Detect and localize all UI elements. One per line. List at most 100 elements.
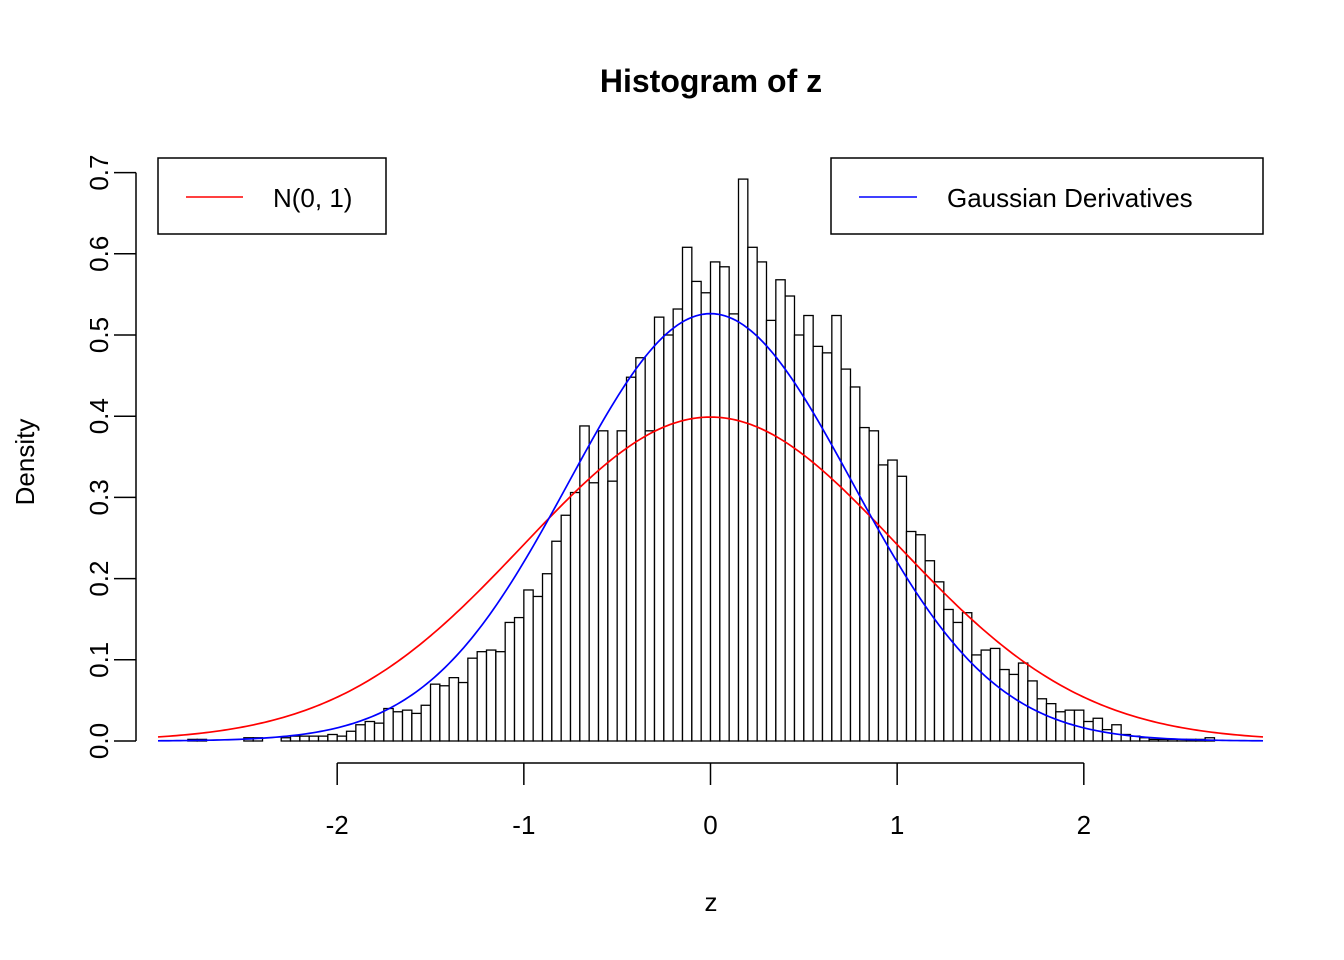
y-tick-label: 0.7 (84, 155, 114, 191)
histogram-bar (737, 178, 749, 742)
histogram-bar (607, 480, 618, 742)
chart-title: Histogram of z (600, 63, 822, 99)
histogram-bar (373, 722, 385, 742)
histogram-bar (439, 685, 450, 742)
histogram-bar (1045, 703, 1057, 742)
histogram-bar (831, 314, 842, 742)
histogram-bar (569, 491, 581, 742)
histogram-bar (821, 352, 833, 742)
histogram-bar (709, 261, 721, 742)
histogram-bar (952, 621, 964, 742)
histogram-bar (1055, 711, 1066, 742)
x-tick-label: 0 (703, 810, 717, 840)
histogram-bar (989, 647, 1001, 742)
histogram-bar (784, 295, 796, 742)
histogram-bar (336, 735, 348, 742)
histogram-bar (896, 475, 908, 742)
histogram-bar (280, 737, 292, 742)
histogram-bar (588, 482, 600, 742)
histogram-bar (691, 280, 702, 742)
histogram-bar (700, 292, 712, 742)
y-tick-label: 0.4 (84, 398, 114, 434)
histogram-bar (364, 720, 376, 742)
histogram-bar (803, 314, 814, 742)
histogram-bar (887, 459, 898, 742)
y-axis: 0.0 0.1 0.2 0.3 0.4 0.5 0.6 0.7 (84, 155, 137, 759)
histogram-bar (728, 313, 740, 742)
legend-right-label: Gaussian Derivatives (947, 183, 1193, 213)
histogram-bar (597, 430, 609, 742)
histogram-bar (541, 573, 553, 742)
histogram-bar (812, 345, 824, 742)
histogram-bar (625, 376, 637, 742)
histogram-bar (392, 711, 404, 742)
histogram-bar (756, 261, 768, 742)
histogram-bars (187, 178, 1216, 742)
histogram-bar (672, 308, 684, 742)
histogram-bar (523, 589, 534, 742)
histogram-bar (485, 649, 497, 742)
histogram-bar (1157, 738, 1169, 742)
histogram-bar (747, 246, 758, 742)
x-tick-label: -2 (326, 810, 349, 840)
density-curves (157, 312, 1264, 742)
histogram-bar (429, 683, 441, 742)
y-tick-label: 0.0 (84, 723, 114, 759)
histogram-bar (411, 712, 422, 742)
histogram-bar (355, 724, 366, 742)
legend-left: N(0, 1) (157, 157, 387, 235)
histogram-bar (775, 279, 786, 742)
y-tick-label: 0.2 (84, 561, 114, 597)
histogram-bar (317, 735, 329, 742)
legend-right: Gaussian Derivatives (830, 157, 1264, 235)
histogram-bar (840, 368, 852, 742)
histogram-bar (999, 668, 1010, 742)
histogram-bar (653, 316, 665, 742)
x-axis-label: z (705, 887, 718, 917)
legend-left-label: N(0, 1) (273, 183, 352, 213)
histogram-bar (980, 649, 992, 742)
histogram-bar (719, 266, 730, 742)
histogram-bar (532, 595, 544, 742)
y-tick-label: 0.6 (84, 236, 114, 272)
histogram-bar (551, 540, 562, 742)
y-tick-label: 0.3 (84, 479, 114, 515)
histogram-bar (457, 681, 469, 742)
histogram-bar (401, 709, 413, 742)
histogram-bar (289, 735, 301, 742)
histogram-bar (765, 319, 777, 742)
density-curve-normal-0-758 (157, 312, 1264, 742)
histogram-bar (448, 677, 460, 742)
histogram-bar (467, 657, 478, 742)
histogram-bar (849, 386, 861, 742)
histogram-bar (476, 651, 488, 742)
legend-right-box (830, 157, 1264, 235)
legend-left-box (157, 157, 387, 235)
histogram-bar (299, 735, 310, 742)
histogram-bar (924, 560, 936, 742)
histogram-bar (345, 730, 357, 742)
histogram-bar (868, 430, 880, 742)
histogram-bar (560, 514, 572, 742)
histogram-bar (495, 651, 506, 742)
histogram-bar (383, 707, 394, 742)
histogram-bar (943, 608, 954, 742)
y-axis-label: Density (10, 419, 40, 506)
histogram-bar (1036, 698, 1048, 742)
histogram-bar (579, 425, 590, 742)
histogram-bar (859, 426, 870, 742)
x-tick-label: -1 (512, 810, 535, 840)
histogram-bar (877, 464, 889, 742)
density-curve-normal-1 (157, 416, 1264, 738)
histogram-bar (308, 735, 320, 742)
y-tick-label: 0.1 (84, 642, 114, 678)
histogram-bar (1083, 720, 1094, 742)
histogram-bar (635, 357, 646, 742)
x-axis: -2 -1 0 1 2 (326, 762, 1091, 840)
histogram-bar (513, 616, 525, 742)
histogram-bar (504, 621, 516, 742)
histogram-bar (420, 704, 432, 742)
histogram-bar (663, 334, 674, 742)
histogram-bar (1148, 738, 1160, 742)
